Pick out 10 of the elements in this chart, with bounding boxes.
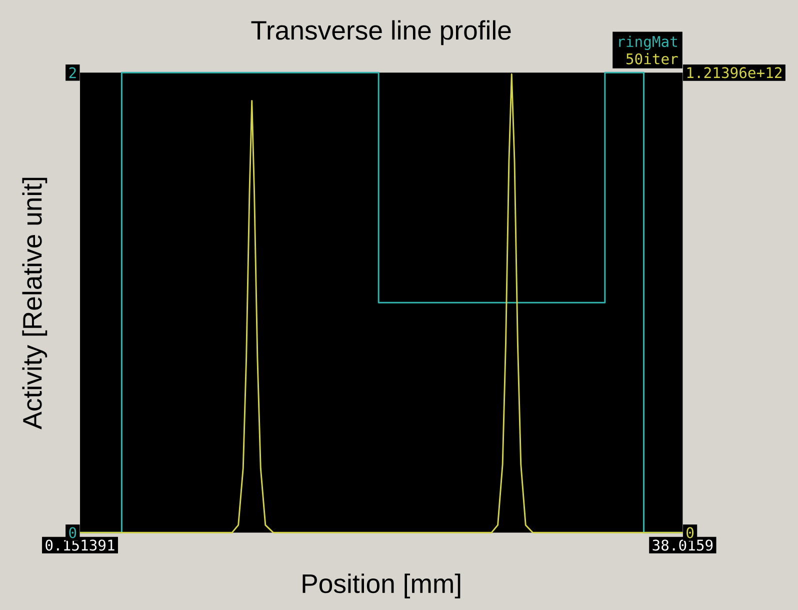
x-tick-label: 38.0159 xyxy=(652,540,713,551)
text: 50iter xyxy=(626,53,678,64)
y-tick-label: 2 xyxy=(69,67,76,78)
series-label: ringMat xyxy=(619,36,677,50)
x-tick-label: 0.151391 xyxy=(46,540,114,551)
y-axis-title: Activity [Relative unit] xyxy=(22,178,48,430)
y2-tick-label: 1.21396e+12 xyxy=(687,67,782,78)
chart-title: Transverse line profile xyxy=(251,20,511,46)
x-axis-title: Position [mm] xyxy=(302,574,460,598)
y2-tick-label: 0 xyxy=(686,527,694,538)
